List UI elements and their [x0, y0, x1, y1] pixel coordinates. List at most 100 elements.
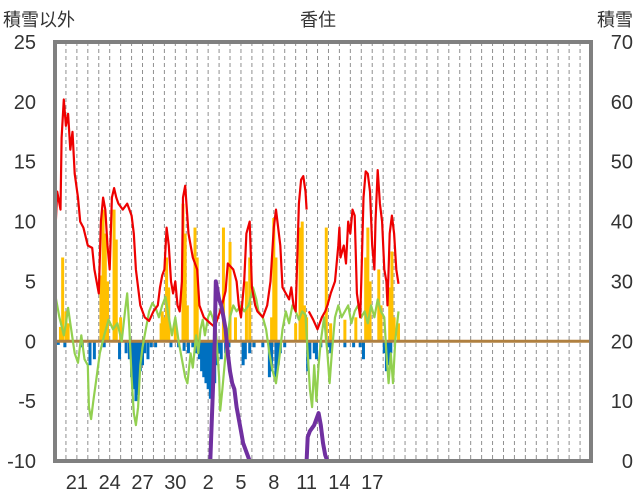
x-tick-label: 21 — [66, 472, 88, 494]
orange-bar — [183, 233, 187, 342]
orange-bar — [58, 326, 62, 342]
blue-bar — [92, 341, 96, 360]
blue-bar — [326, 341, 330, 348]
blue-bar — [270, 341, 274, 372]
blue-bar — [134, 341, 138, 402]
left-y-tick-label: 25 — [14, 32, 36, 54]
blue-bar — [352, 341, 356, 348]
blue-bar — [387, 341, 391, 366]
orange-bar — [66, 323, 70, 342]
right-y-tick-label: 70 — [611, 32, 633, 54]
orange-bar — [294, 323, 298, 342]
chart-title: 香住 — [300, 10, 336, 30]
orange-bar — [343, 319, 347, 342]
blue-bar — [276, 341, 280, 366]
blue-bar — [219, 341, 223, 360]
orange-bar — [388, 287, 392, 342]
blue-bar — [361, 341, 365, 360]
orange-bar — [354, 317, 358, 342]
blue-bar — [312, 341, 316, 354]
right-y-tick-label: 30 — [611, 271, 633, 293]
right-y-tick-label: 60 — [611, 92, 633, 114]
x-tick-label: 27 — [131, 472, 153, 494]
orange-bar — [160, 311, 164, 342]
orange-bar — [390, 251, 394, 342]
orange-bar — [173, 323, 177, 342]
orange-bar — [274, 257, 278, 342]
blue-bar — [169, 341, 173, 348]
blue-bar — [146, 341, 150, 360]
orange-bar — [329, 323, 333, 342]
right-axis-label: 積雪 — [597, 10, 633, 30]
blue-bar — [343, 341, 347, 348]
orange-bar — [300, 221, 304, 342]
blue-bar — [143, 341, 147, 354]
blue-bar — [124, 341, 128, 354]
orange-bar — [270, 317, 274, 342]
blue-bar — [314, 341, 318, 360]
blue-bar — [200, 341, 204, 372]
left-y-tick-label: -10 — [7, 451, 36, 473]
orange-bar — [379, 305, 383, 342]
blue-bar — [389, 341, 393, 354]
orange-bar — [364, 257, 368, 342]
blue-bar — [202, 341, 206, 378]
orange-bar — [302, 305, 306, 342]
orange-bar — [195, 257, 199, 342]
line-series — [53, 98, 400, 463]
orange-bar — [396, 323, 400, 342]
orange-bar — [119, 317, 123, 342]
blue-bar — [186, 341, 190, 354]
blue-bar — [208, 341, 212, 399]
blue-bar — [154, 341, 158, 348]
orange-bar — [101, 209, 105, 342]
blue-bar — [56, 341, 60, 345]
x-tick-label: 2 — [203, 472, 214, 494]
left-y-tick-label: 0 — [25, 331, 36, 353]
left-y-tick-label: 5 — [25, 271, 36, 293]
plot-frame — [53, 40, 593, 463]
orange-bar — [392, 317, 396, 342]
right-y-ticks: 70 60 50 40 30 20 10 0 — [611, 32, 633, 473]
orange-bar — [366, 227, 370, 342]
orange-bar — [61, 257, 65, 342]
x-tick-label: 14 — [328, 472, 350, 494]
x-ticks: 21 24 27 30 2 5 8 11 14 17 — [66, 472, 384, 494]
orange-bar — [221, 227, 225, 342]
blue-bar — [136, 341, 140, 396]
x-tick-label: 30 — [164, 472, 186, 494]
blue-bar — [194, 341, 198, 354]
orange-bar — [233, 317, 237, 342]
purple-line — [55, 279, 399, 463]
blue-bar — [382, 341, 386, 354]
blue-bar — [358, 341, 362, 348]
x-tick-label: 24 — [99, 472, 121, 494]
green-line — [53, 286, 400, 427]
orange-bar — [228, 241, 232, 342]
red-line — [307, 169, 400, 331]
left-y-tick-label: -5 — [18, 391, 36, 413]
orange-bar — [103, 233, 107, 342]
blue-bar — [204, 341, 208, 384]
right-y-tick-label: 20 — [611, 331, 633, 353]
blue-bar — [248, 341, 252, 354]
orange-bar — [114, 239, 118, 342]
blue-bar — [63, 341, 67, 348]
vertical-gridlines — [65, 42, 581, 461]
right-y-tick-label: 10 — [611, 391, 633, 413]
left-axis-label: 積雪以外 — [3, 10, 75, 30]
orange-bar — [99, 275, 103, 342]
left-y-tick-label: 10 — [14, 212, 36, 234]
orange-bar — [272, 217, 276, 342]
blue-bar — [308, 341, 312, 360]
orange-bar — [112, 209, 116, 342]
blue-bar — [88, 341, 92, 366]
right-y-tick-label: 0 — [622, 451, 633, 473]
blue-bar — [132, 341, 136, 390]
blue-bar — [283, 341, 287, 348]
blue-bar — [241, 341, 245, 366]
x-tick-label: 5 — [235, 472, 246, 494]
blue-bar — [217, 341, 221, 354]
blue-bar — [252, 341, 256, 348]
